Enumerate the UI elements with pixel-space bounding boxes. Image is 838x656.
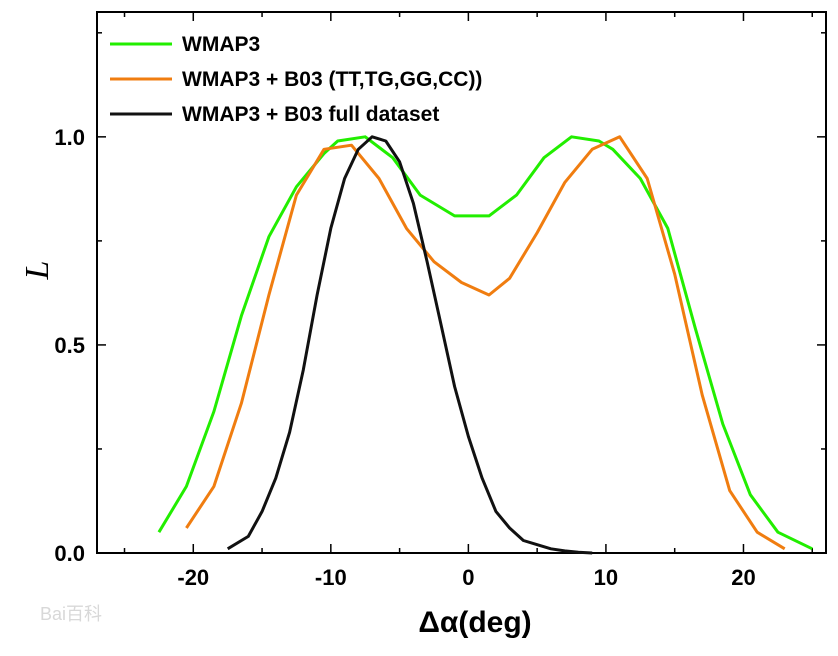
watermark-logo: Bai百科 (40, 604, 102, 624)
legend: WMAP3 WMAP3 + B03 (TT,TG,GG,CC)) WMAP3 + B… (110, 33, 482, 126)
series-lines (157, 135, 813, 555)
y-tick-label: 0.5 (54, 333, 85, 358)
plot-frame (96, 11, 827, 554)
x-axis-title: Δα(deg) (418, 606, 531, 639)
y-axis-title: L (19, 261, 56, 281)
series-line-3 (226, 135, 593, 555)
plot-border (96, 11, 827, 554)
legend-label-3: WMAP3 + B03 full dataset (182, 103, 439, 126)
axis-tick-labels: -20 -10 0 10 20 0.0 0.5 1.0 (54, 125, 755, 590)
y-tick-label: 0.0 (54, 541, 85, 566)
axis-ticks (97, 12, 826, 554)
legend-label-2: WMAP3 + B03 (TT,TG,GG,CC)) (182, 68, 482, 91)
y-tick-label: 1.0 (54, 125, 85, 150)
series-line-2 (185, 135, 786, 551)
legend-label-1: WMAP3 (182, 33, 260, 56)
series-line-1 (157, 135, 813, 551)
x-tick-label: 20 (731, 565, 755, 590)
x-tick-label: -10 (315, 565, 347, 590)
x-tick-label: 0 (462, 565, 474, 590)
x-tick-label: -20 (177, 565, 209, 590)
x-tick-label: 10 (594, 565, 618, 590)
